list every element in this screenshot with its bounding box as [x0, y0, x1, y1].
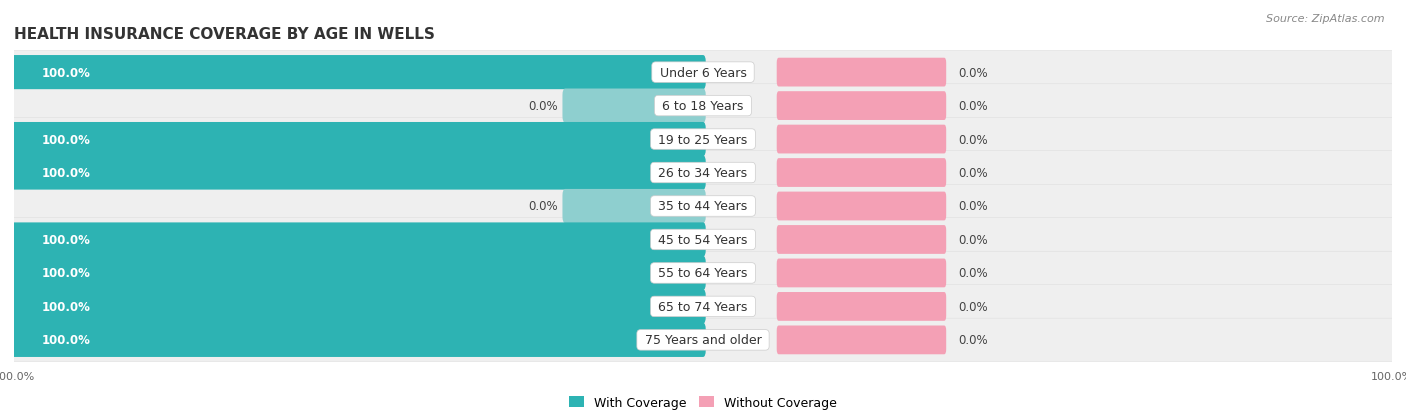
FancyBboxPatch shape — [776, 126, 946, 154]
Text: 65 to 74 Years: 65 to 74 Years — [654, 300, 752, 313]
FancyBboxPatch shape — [11, 123, 706, 157]
Text: 6 to 18 Years: 6 to 18 Years — [658, 100, 748, 113]
Text: 0.0%: 0.0% — [957, 300, 987, 313]
Text: 0.0%: 0.0% — [957, 267, 987, 280]
FancyBboxPatch shape — [10, 252, 1396, 295]
FancyBboxPatch shape — [11, 256, 706, 290]
FancyBboxPatch shape — [10, 285, 1396, 328]
Text: HEALTH INSURANCE COVERAGE BY AGE IN WELLS: HEALTH INSURANCE COVERAGE BY AGE IN WELL… — [14, 26, 434, 41]
FancyBboxPatch shape — [11, 323, 706, 357]
Text: 35 to 44 Years: 35 to 44 Years — [654, 200, 752, 213]
FancyBboxPatch shape — [11, 56, 706, 90]
Text: 0.0%: 0.0% — [957, 66, 987, 79]
Text: 55 to 64 Years: 55 to 64 Years — [654, 267, 752, 280]
FancyBboxPatch shape — [10, 318, 1396, 362]
Text: 0.0%: 0.0% — [529, 200, 558, 213]
FancyBboxPatch shape — [10, 218, 1396, 261]
FancyBboxPatch shape — [776, 225, 946, 254]
FancyBboxPatch shape — [562, 190, 706, 223]
FancyBboxPatch shape — [10, 51, 1396, 95]
FancyBboxPatch shape — [10, 118, 1396, 161]
FancyBboxPatch shape — [11, 223, 706, 257]
Text: 45 to 54 Years: 45 to 54 Years — [654, 233, 752, 247]
Text: Source: ZipAtlas.com: Source: ZipAtlas.com — [1267, 14, 1385, 24]
FancyBboxPatch shape — [776, 292, 946, 321]
Text: 19 to 25 Years: 19 to 25 Years — [654, 133, 752, 146]
FancyBboxPatch shape — [10, 152, 1396, 195]
FancyBboxPatch shape — [776, 259, 946, 287]
Text: 0.0%: 0.0% — [957, 200, 987, 213]
Text: 0.0%: 0.0% — [957, 233, 987, 247]
FancyBboxPatch shape — [11, 156, 706, 190]
Text: 0.0%: 0.0% — [957, 334, 987, 347]
Text: 75 Years and older: 75 Years and older — [641, 334, 765, 347]
Text: 26 to 34 Years: 26 to 34 Years — [654, 166, 752, 180]
FancyBboxPatch shape — [10, 85, 1396, 128]
FancyBboxPatch shape — [562, 89, 706, 123]
Text: 0.0%: 0.0% — [957, 166, 987, 180]
Text: 100.0%: 100.0% — [42, 166, 90, 180]
Text: Under 6 Years: Under 6 Years — [655, 66, 751, 79]
Text: 100.0%: 100.0% — [42, 133, 90, 146]
Text: 100.0%: 100.0% — [42, 267, 90, 280]
Text: 0.0%: 0.0% — [957, 133, 987, 146]
Text: 100.0%: 100.0% — [42, 334, 90, 347]
Text: 100.0%: 100.0% — [42, 233, 90, 247]
FancyBboxPatch shape — [10, 185, 1396, 228]
Text: 0.0%: 0.0% — [957, 100, 987, 113]
Text: 0.0%: 0.0% — [529, 100, 558, 113]
FancyBboxPatch shape — [776, 326, 946, 354]
FancyBboxPatch shape — [776, 192, 946, 221]
Legend: With Coverage, Without Coverage: With Coverage, Without Coverage — [564, 391, 842, 413]
FancyBboxPatch shape — [776, 92, 946, 121]
FancyBboxPatch shape — [776, 159, 946, 188]
FancyBboxPatch shape — [776, 59, 946, 87]
Text: 100.0%: 100.0% — [42, 66, 90, 79]
FancyBboxPatch shape — [11, 290, 706, 324]
Text: 100.0%: 100.0% — [42, 300, 90, 313]
